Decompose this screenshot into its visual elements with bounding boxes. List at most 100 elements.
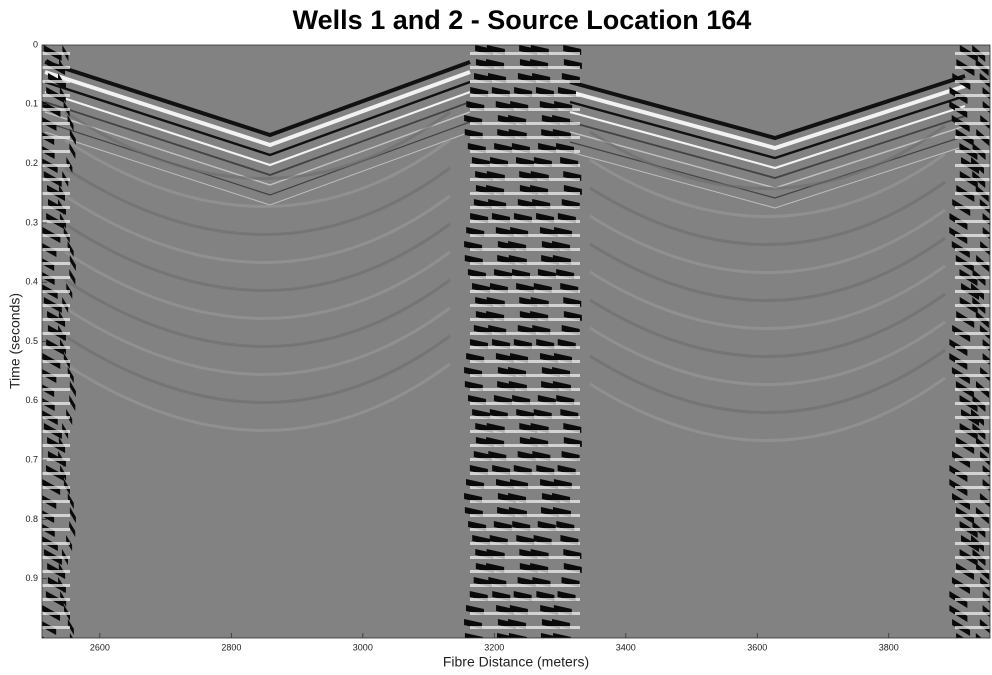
stripe-light [42,108,70,111]
stripe-light [42,94,70,97]
stripe-light [470,108,580,111]
stripe-light [955,136,990,139]
y-tick-label: 0.4 [25,277,38,287]
x-tick-label: 3600 [747,642,767,652]
y-tick-label: 0.7 [25,454,38,464]
stripe-light [955,290,990,293]
stripe-light [470,66,580,69]
stripe-light [42,640,70,643]
stripe-light [955,416,990,419]
stripe-light [470,584,580,587]
stripe-light [955,570,990,573]
stripe-light [470,332,580,335]
stripe-light [955,472,990,475]
stripe-light [955,248,990,251]
stripe-light [470,136,580,139]
stripe-light [955,640,990,643]
y-tick-label: 0.6 [25,395,38,405]
y-tick-label: 0.5 [25,336,38,346]
stripe-light [42,556,70,559]
stripe-light [42,52,70,55]
stripe-light [42,458,70,461]
y-tick-label: 0.3 [25,217,38,227]
stripe-light [42,234,70,237]
stripe-light [470,486,580,489]
stripe-light [955,276,990,279]
stripe-light [42,66,70,69]
stripe-light [955,206,990,209]
chart: Wells 1 and 2 - Source Location 164 Fibr… [0,0,992,675]
stripe-light [42,402,70,405]
stripe-light [42,276,70,279]
stripe-light [470,52,580,55]
x-tick-label: 2600 [90,642,110,652]
stripe-light [470,262,580,265]
stripe-light [42,248,70,251]
stripe-light [42,150,70,153]
stripe-light [955,486,990,489]
stripe-light [955,122,990,125]
stripe-light [955,94,990,97]
stripe-light [42,584,70,587]
stripe-light [470,220,580,223]
stripe-light [955,514,990,517]
y-tick-label: 0 [33,39,38,49]
stripe-light [42,360,70,363]
stripe-light [470,304,580,307]
stripe-light [470,598,580,601]
stripe-light [955,220,990,223]
stripe-light [470,248,580,251]
stripe-light [42,472,70,475]
stripe-light [42,416,70,419]
x-tick-label: 3800 [879,642,899,652]
stripe-light [470,374,580,377]
stripe-light [955,402,990,405]
stripe-light [470,346,580,349]
stripe-light [470,472,580,475]
stripe-light [470,402,580,405]
stripe-light [470,150,580,153]
stripe-light [42,388,70,391]
y-tick-label: 0.1 [25,99,38,109]
stripe-light [42,136,70,139]
stripe-light [42,122,70,125]
stripe-light [470,80,580,83]
stripe-light [955,374,990,377]
stripe-light [42,500,70,503]
stripe-light [955,528,990,531]
x-tick-label: 2800 [221,642,241,652]
chart-title: Wells 1 and 2 - Source Location 164 [293,5,752,35]
y-tick-label: 0.9 [25,573,38,583]
stripe-light [955,542,990,545]
stripe-light [42,304,70,307]
page: {"chart_data": {"type": "image", "title"… [0,0,992,675]
stripe-light [955,500,990,503]
x-tick-label: 3400 [616,642,636,652]
stripe-light [955,150,990,153]
stripe-light [955,178,990,181]
stripe-light [470,500,580,503]
stripe-light [955,346,990,349]
stripe-light [42,444,70,447]
stripe-light [955,598,990,601]
y-tick-label: 0.2 [25,158,38,168]
stripe-light [42,192,70,195]
stripe-light [470,514,580,517]
stripe-light [955,444,990,447]
stripe-light [42,626,70,629]
stripe-light [470,318,580,321]
x-tick-label: 3200 [484,642,504,652]
stripe-light [470,444,580,447]
stripe-light [42,430,70,433]
stripe-light [470,612,580,615]
stripe-light [470,276,580,279]
stripe-light [470,122,580,125]
stripe-light [955,332,990,335]
stripe-light [955,388,990,391]
stripe-light [955,458,990,461]
stripe-light [955,234,990,237]
x-tick-label: 3000 [353,642,373,652]
stripe-light [955,430,990,433]
stripe-light [955,318,990,321]
stripe-light [955,626,990,629]
